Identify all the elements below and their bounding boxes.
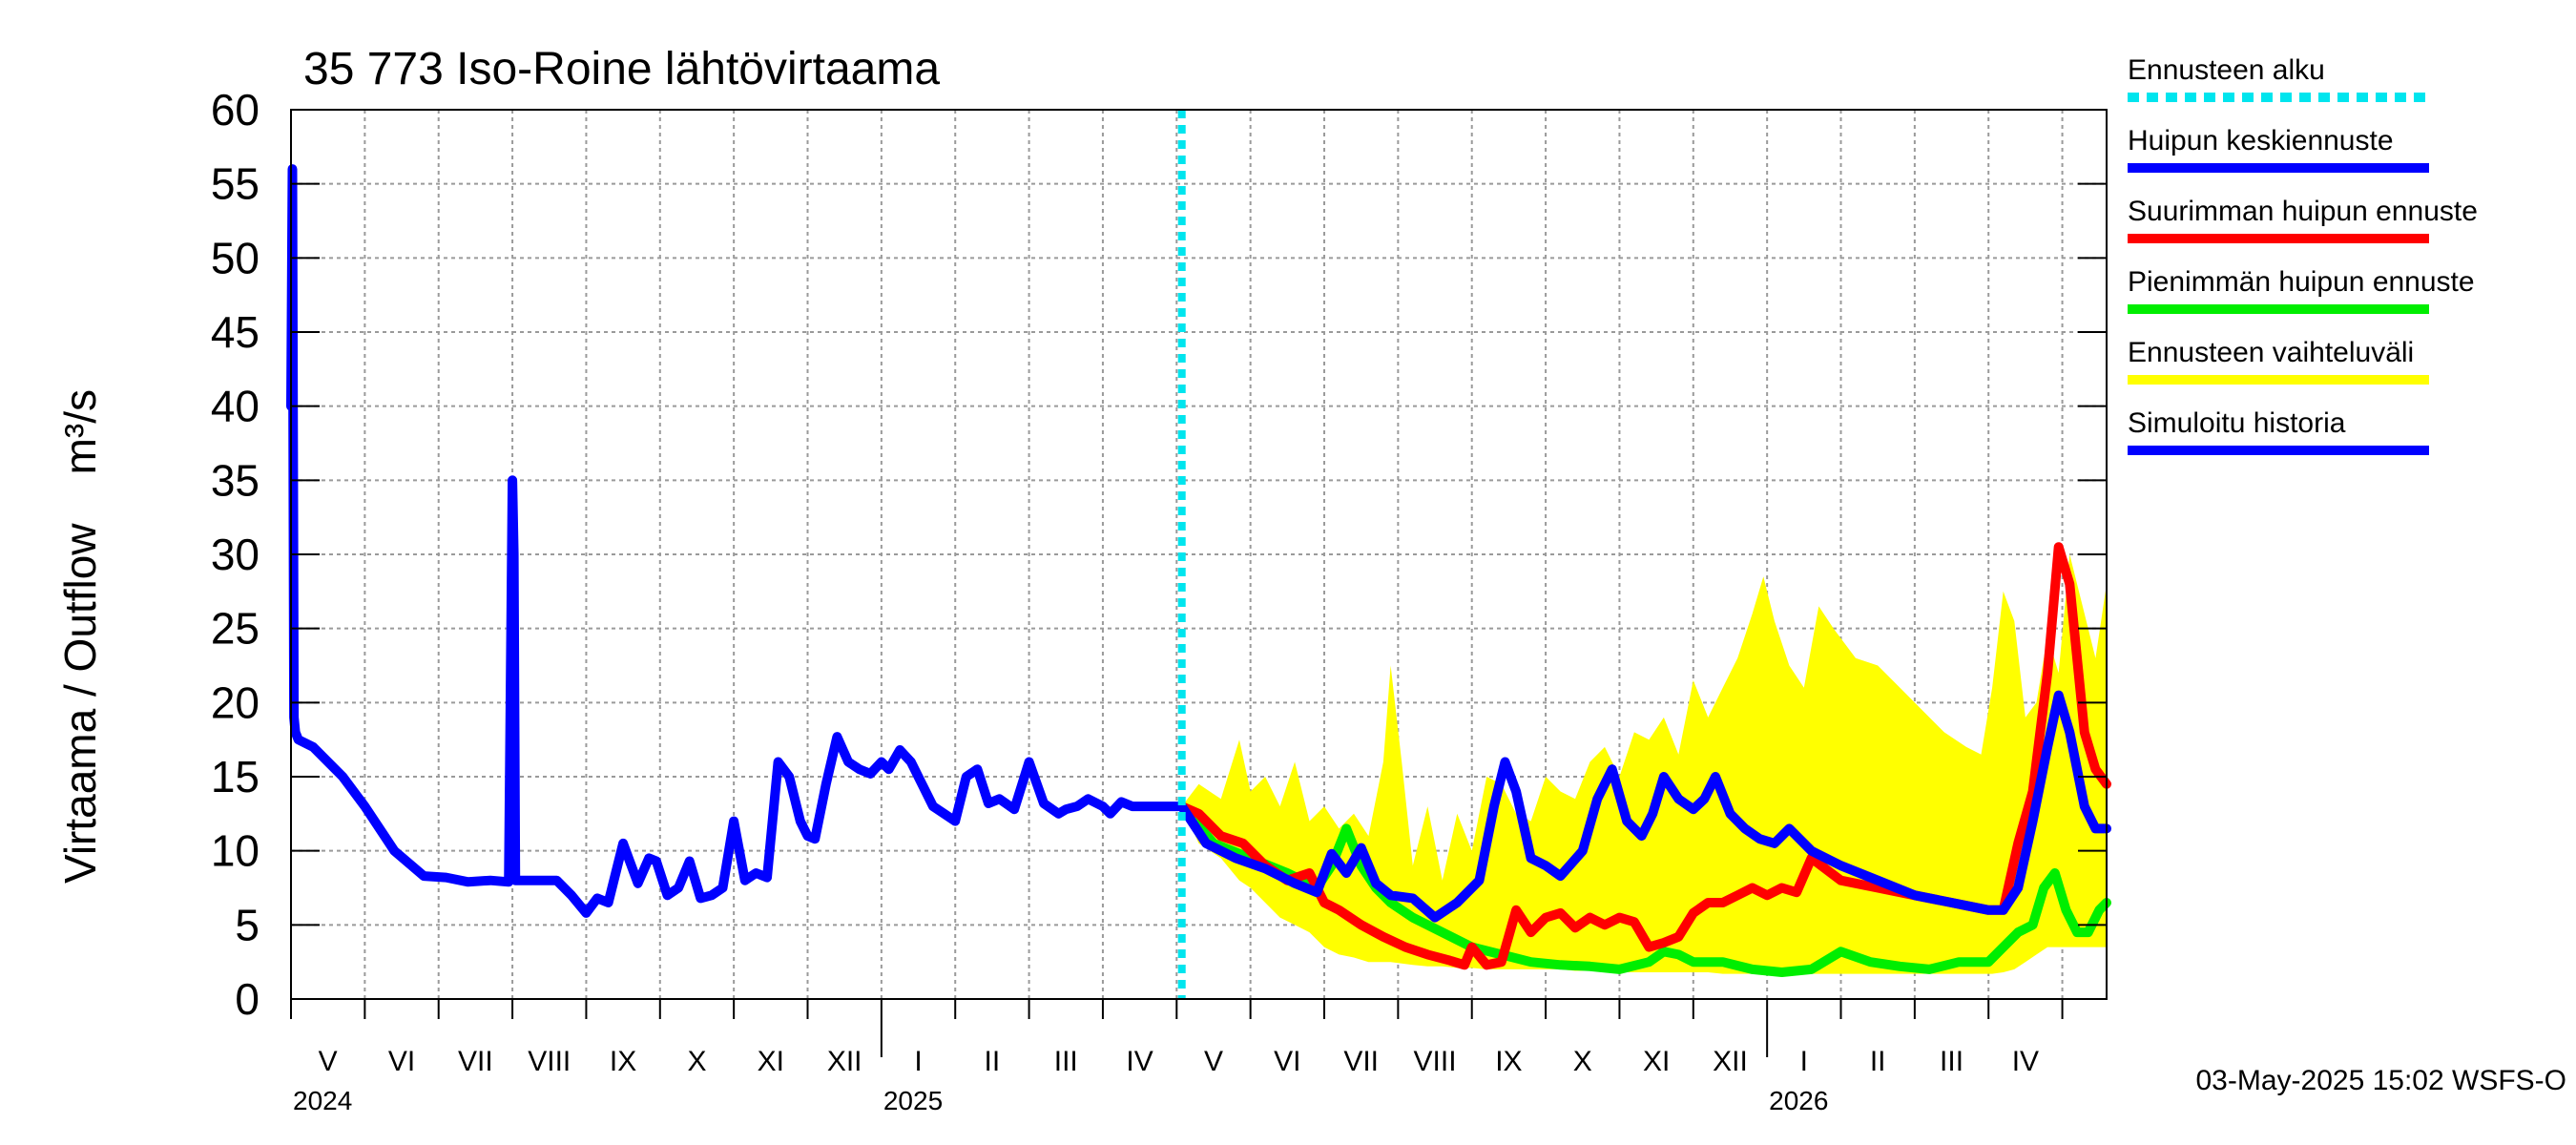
month-label: I — [1800, 1046, 1808, 1077]
legend: Ennusteen alku Huipun keskiennuste Suurimm… — [2128, 54, 2478, 455]
month-label: IX — [1495, 1046, 1522, 1077]
y-tick-label: 50 — [211, 233, 260, 282]
timestamp-footer: 03-May-2025 15:02 WSFS-O — [2196, 1065, 2567, 1096]
y-tick-label: 0 — [235, 974, 260, 1024]
legend-label: Suurimman huipun ennuste — [2128, 196, 2478, 227]
month-label: VI — [388, 1046, 415, 1077]
plot-frame — [290, 109, 2108, 1000]
legend-label: Simuloitu historia — [2128, 407, 2346, 439]
y-tick-label: 55 — [211, 159, 260, 209]
month-label: II — [985, 1046, 1001, 1077]
legend-label: Ennusteen alku — [2128, 54, 2325, 86]
month-label: III — [1940, 1046, 1963, 1077]
month-label: IV — [1126, 1046, 1153, 1077]
month-label: VII — [458, 1046, 493, 1077]
month-label: IX — [610, 1046, 636, 1077]
month-label: V — [1204, 1046, 1223, 1077]
range-band-area — [1181, 554, 2107, 974]
month-label: XII — [1713, 1046, 1748, 1077]
y-tick-label: 40 — [211, 382, 260, 431]
chart-title: 35 773 Iso-Roine lähtövirtaama — [303, 44, 940, 94]
month-label: VI — [1274, 1046, 1300, 1077]
year-label: 2024 — [293, 1086, 352, 1115]
month-label: VIII — [1414, 1046, 1457, 1077]
y-tick-label: 35 — [211, 455, 260, 505]
y-tick-label: 30 — [211, 530, 260, 579]
y-tick-label: 60 — [211, 85, 260, 135]
series-line-simuloitu-historia — [286, 164, 1187, 918]
series-line-huipun-keskiennuste — [1176, 690, 2111, 923]
month-label: VII — [1343, 1046, 1379, 1077]
year-label: 2025 — [883, 1086, 943, 1115]
y-tick-label: 25 — [211, 604, 260, 654]
y-tick-label: 10 — [211, 826, 260, 876]
month-label: VIII — [528, 1046, 571, 1077]
legend-label: Ennusteen vaihteluväli — [2128, 337, 2414, 368]
y-tick-label: 5 — [235, 900, 260, 949]
month-label: X — [1573, 1046, 1592, 1077]
forecast-range-band — [1181, 554, 2107, 974]
month-label: V — [319, 1046, 338, 1077]
y-tick-label: 20 — [211, 677, 260, 727]
month-label: III — [1054, 1046, 1078, 1077]
y-tick-label: 45 — [211, 307, 260, 357]
month-label: IV — [2012, 1046, 2039, 1077]
month-label: II — [1870, 1046, 1886, 1077]
series-lines — [286, 110, 2111, 999]
y-tick-label: 15 — [211, 752, 260, 802]
month-label: X — [687, 1046, 706, 1077]
month-label: XI — [758, 1046, 784, 1077]
legend-label: Pienimmän huipun ennuste — [2128, 266, 2475, 298]
y-axis-label: Virtaama / Outflow m³/s — [55, 389, 105, 884]
month-label: XI — [1643, 1046, 1670, 1077]
year-label: 2026 — [1769, 1086, 1828, 1115]
month-label: XII — [827, 1046, 862, 1077]
legend-label: Huipun keskiennuste — [2128, 125, 2394, 156]
month-label: I — [914, 1046, 922, 1077]
